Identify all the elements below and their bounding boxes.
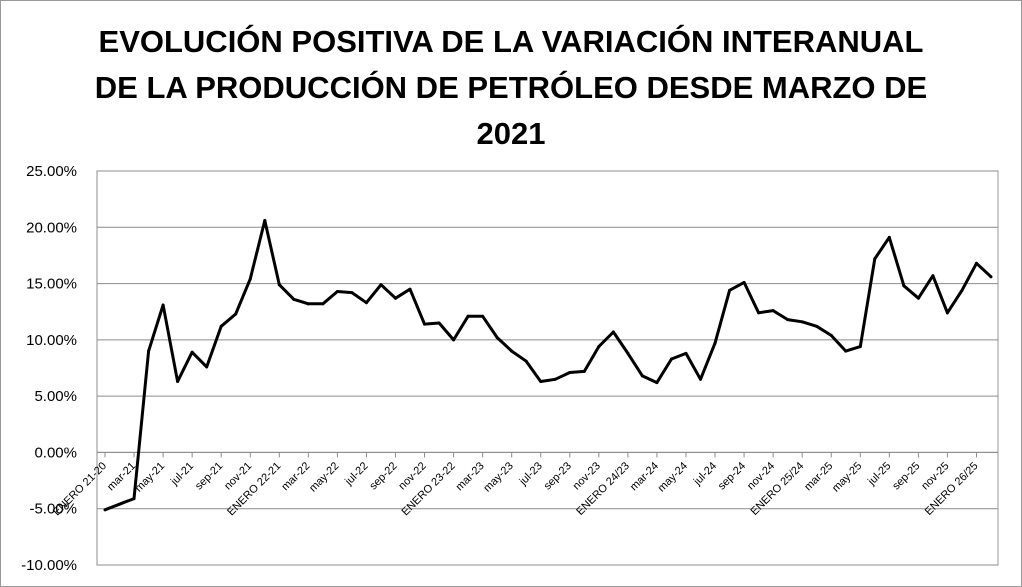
- data-point: [800, 320, 804, 324]
- data-point: [277, 283, 281, 287]
- data-point: [103, 508, 107, 512]
- y-tick-label: 20.00%: [26, 219, 77, 236]
- x-tick-label: ENERO 23-22: [400, 460, 458, 518]
- chart-title-line-1: EVOLUCIÓN POSITIVA DE LA VARIACIÓN INTER…: [98, 24, 924, 59]
- data-point: [263, 219, 267, 223]
- x-tick-label: sep-23: [542, 460, 574, 492]
- x-tick-label: may-23: [481, 460, 515, 494]
- y-tick-label: 10.00%: [26, 332, 77, 349]
- x-tick-label: sep-22: [367, 460, 399, 492]
- data-point: [771, 309, 775, 313]
- x-tick-label: mar-25: [802, 460, 835, 493]
- data-point: [713, 341, 717, 345]
- data-point: [176, 380, 180, 384]
- data-point: [335, 289, 339, 293]
- data-point: [989, 275, 993, 279]
- data-point: [539, 380, 543, 384]
- data-point: [321, 302, 325, 306]
- data-point: [582, 369, 586, 373]
- data-point: [931, 274, 935, 278]
- x-tick-label: ENERO 21-20: [51, 460, 109, 518]
- data-point: [350, 291, 354, 295]
- data-point: [728, 288, 732, 292]
- data-point: [611, 330, 615, 334]
- x-tick-label: sep-24: [716, 460, 748, 492]
- data-point: [640, 374, 644, 378]
- data-point: [829, 333, 833, 337]
- data-point: [945, 311, 949, 315]
- data-point: [815, 324, 819, 328]
- data-point: [364, 301, 368, 305]
- data-point: [960, 288, 964, 292]
- data-point: [147, 349, 151, 353]
- data-point: [408, 287, 412, 291]
- data-point: [786, 318, 790, 322]
- y-tick-label: 0.00%: [34, 444, 77, 461]
- data-point: [524, 359, 528, 363]
- data-point: [292, 297, 296, 301]
- y-tick-label: -5.00%: [29, 501, 77, 518]
- chart-title-line-3: 2021: [476, 116, 546, 151]
- data-point: [452, 338, 456, 342]
- x-tick-label: mar-22: [279, 460, 312, 493]
- y-tick-label: -10.00%: [21, 557, 77, 574]
- data-point: [379, 283, 383, 287]
- data-point: [684, 351, 688, 355]
- data-point: [757, 311, 761, 315]
- data-point: [306, 302, 310, 306]
- x-tick-label: ENERO 22-21: [225, 460, 283, 518]
- data-point: [161, 303, 165, 307]
- x-tick-label: sep-21: [193, 460, 225, 492]
- data-point: [858, 345, 862, 349]
- data-point: [437, 321, 441, 325]
- data-point: [248, 277, 252, 281]
- data-point: [887, 235, 891, 239]
- data-point: [205, 365, 209, 369]
- data-point: [597, 345, 601, 349]
- data-point: [219, 324, 223, 328]
- data-point: [916, 296, 920, 300]
- x-tick-label: sep-25: [890, 460, 922, 492]
- data-point: [481, 314, 485, 318]
- data-point: [118, 502, 122, 506]
- data-point: [902, 284, 906, 288]
- data-point: [132, 497, 136, 501]
- data-point: [844, 349, 848, 353]
- x-tick-label: mar-24: [628, 460, 661, 493]
- data-point: [466, 314, 470, 318]
- x-tick-label: mar-21: [105, 460, 138, 493]
- data-point: [423, 322, 427, 326]
- data-point: [655, 381, 659, 385]
- data-point: [699, 377, 703, 381]
- chart-title-line-2: DE LA PRODUCCIÓN DE PETRÓLEO DESDE MARZO…: [94, 70, 928, 105]
- chart-title: EVOLUCIÓN POSITIVA DE LA VARIACIÓN INTER…: [61, 19, 961, 157]
- data-point: [873, 257, 877, 261]
- series-line: [104, 219, 993, 512]
- data-point: [510, 349, 514, 353]
- data-point: [553, 377, 557, 381]
- data-point: [626, 351, 630, 355]
- x-tick-label: may-24: [656, 460, 690, 494]
- data-point: [568, 371, 572, 375]
- y-tick-label: 15.00%: [26, 276, 77, 293]
- data-point: [234, 312, 238, 316]
- x-tick-label: may-25: [830, 460, 864, 494]
- data-point: [669, 357, 673, 361]
- data-point: [393, 296, 397, 300]
- x-tick-label: may-22: [307, 460, 341, 494]
- y-tick-label: 25.00%: [26, 163, 77, 180]
- data-point: [974, 261, 978, 265]
- x-tick-label: mar-23: [454, 460, 487, 493]
- data-point: [495, 336, 499, 340]
- y-tick-label: 5.00%: [34, 388, 77, 405]
- data-point: [742, 280, 746, 284]
- data-point: [190, 350, 194, 354]
